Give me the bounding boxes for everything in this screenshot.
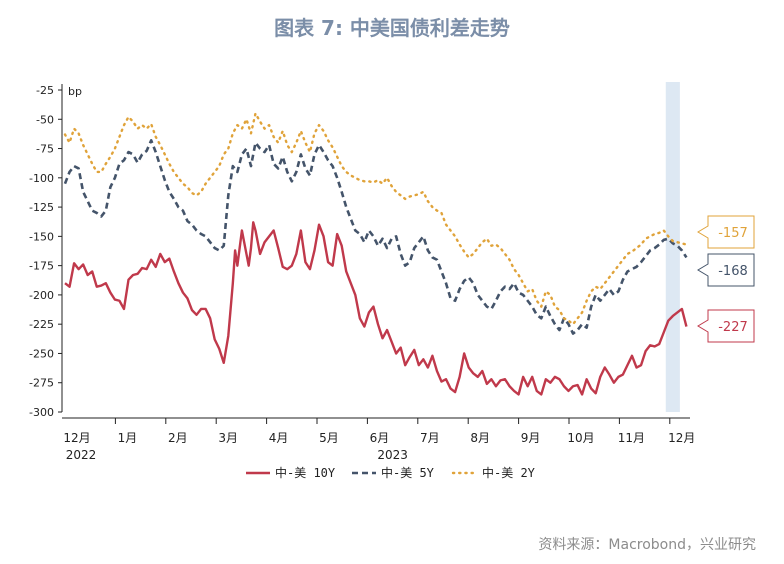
source-note: 资料来源：Macrobond，兴业研究 [538, 537, 756, 553]
y-tick-label: -100 [29, 172, 54, 185]
y-tick-label: -200 [29, 289, 54, 302]
x-tick-label: 11月 [618, 431, 645, 445]
end-value-callout-10y [697, 309, 755, 343]
y-tick-label: -75 [36, 143, 54, 156]
x-tick-label: 12月 [668, 431, 695, 445]
x-tick-label: 10月 [567, 431, 594, 445]
x-tick-label: 6月 [370, 431, 390, 445]
x-tick-label: 12月 [63, 431, 90, 445]
end-value-callout-5y [697, 253, 755, 287]
y-tick-label: -25 [36, 84, 54, 97]
end-value-label-5y: -168 [718, 264, 748, 279]
y-unit-label: bp [68, 85, 82, 98]
legend-label-10y: 中-美 10Y [275, 465, 336, 480]
y-tick-label: -250 [29, 347, 54, 360]
x-tick-label: 2月 [168, 431, 188, 445]
x-tick-label: 5月 [319, 431, 339, 445]
y-tick-label: -50 [36, 113, 54, 126]
end-value-label-10y: -227 [718, 320, 748, 335]
y-tick-label: -175 [29, 260, 54, 273]
x-tick-label: 9月 [521, 431, 541, 445]
x-tick-label: 4月 [269, 431, 289, 445]
chart-title: 图表 7: 中美国债利差走势 [274, 16, 510, 40]
y-tick-label: -275 [29, 377, 54, 390]
series-line-2y [63, 112, 688, 326]
y-tick-label: -125 [29, 201, 54, 214]
series-line-5y [63, 139, 688, 335]
y-tick-label: -225 [29, 318, 54, 331]
series-line-10y [64, 221, 688, 396]
x-year-label: 2023 [377, 448, 408, 462]
legend-label-5y: 中-美 5Y [381, 465, 435, 480]
end-value-callout-2y [697, 215, 755, 249]
x-year-label: 2022 [66, 448, 97, 462]
highlight-band [665, 82, 680, 412]
x-tick-label: 8月 [470, 431, 490, 445]
x-tick-label: 7月 [420, 431, 440, 445]
y-tick-label: -150 [29, 230, 54, 243]
y-tick-label: -300 [29, 406, 54, 419]
end-value-label-2y: -157 [718, 226, 748, 241]
x-tick-label: 1月 [118, 431, 138, 445]
x-tick-label: 3月 [218, 431, 238, 445]
legend-label-2y: 中-美 2Y [482, 465, 536, 480]
